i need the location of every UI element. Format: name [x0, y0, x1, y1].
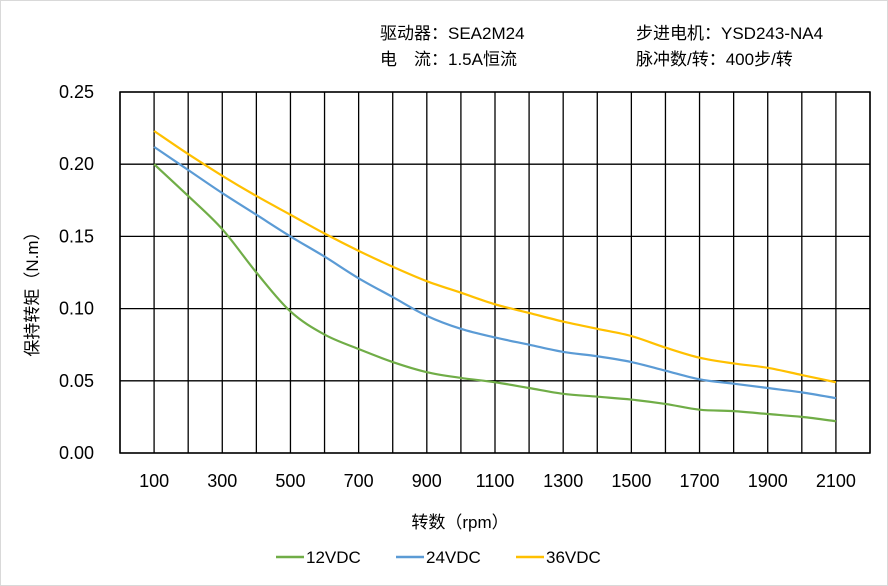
x-tick-label: 1300	[543, 471, 583, 491]
x-axis-label: 转数（rpm）	[411, 513, 508, 532]
y-tick-label: 0.05	[59, 371, 94, 391]
x-tick-label: 1700	[680, 471, 720, 491]
legend-label-24vdc: 24VDC	[426, 548, 481, 567]
x-tick-label: 1100	[476, 471, 515, 491]
legend-label-36vdc: 36VDC	[546, 548, 601, 567]
x-tick-label: 100	[139, 471, 169, 491]
x-tick-label: 900	[412, 471, 442, 491]
y-tick-label: 0.25	[59, 82, 94, 102]
plot-border	[119, 91, 871, 454]
y-axis-label: 保持转矩（N.m）	[23, 223, 42, 356]
series-line-12vdc	[153, 163, 837, 423]
x-tick-label: 700	[344, 471, 374, 491]
x-tick-label: 1900	[748, 471, 788, 491]
current-label: 电 流：1.5A恒流	[380, 50, 517, 69]
x-tick-label: 300	[207, 471, 237, 491]
y-tick-label: 0.00	[59, 443, 94, 463]
y-tick-label: 0.15	[59, 226, 94, 246]
y-tick-label: 0.10	[59, 299, 94, 319]
series-line-24vdc	[153, 145, 837, 400]
legend-label-12vdc: 12VDC	[306, 548, 361, 567]
x-tick-label: 500	[275, 471, 305, 491]
pulses-label: 脉冲数/转：400步/转	[636, 50, 793, 69]
driver-label: 驱动器：SEA2M24	[380, 24, 525, 43]
y-tick-label: 0.20	[59, 154, 94, 174]
x-tick-label: 1500	[611, 471, 651, 491]
series-line-36vdc	[153, 130, 837, 384]
motor-label: 步进电机：YSD243-NA4	[636, 24, 824, 43]
x-tick-label: 2100	[816, 471, 856, 491]
